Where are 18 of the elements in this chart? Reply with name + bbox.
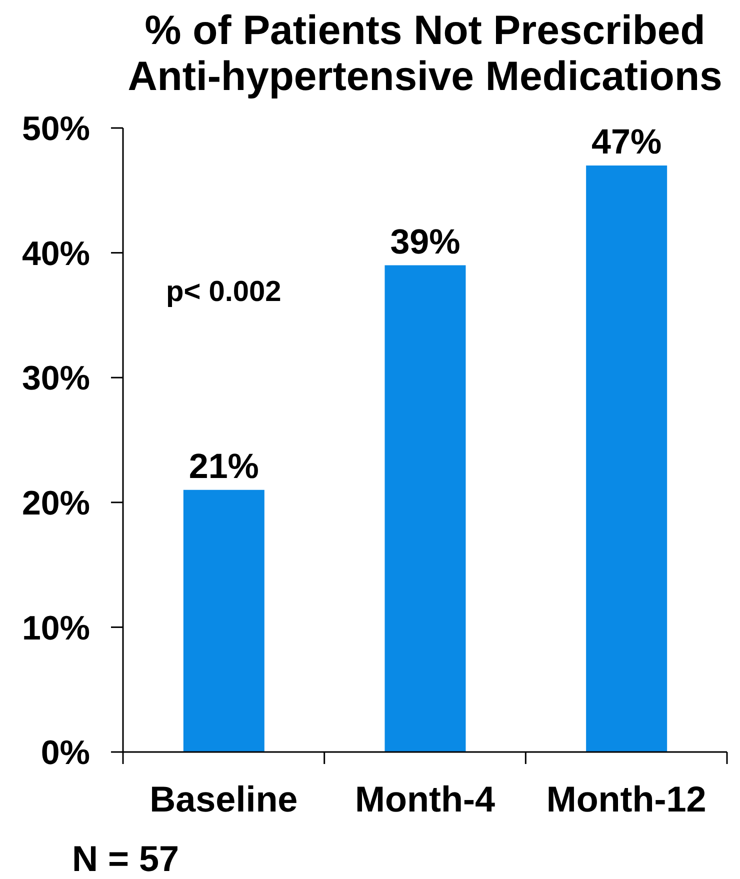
bar (384, 265, 466, 752)
y-tick-label: 40% (22, 234, 90, 273)
x-tick-label: Month-4 (355, 778, 495, 820)
annotation: p< 0.002 (166, 276, 282, 309)
data-label: 47% (592, 122, 662, 162)
data-label: 21% (188, 446, 259, 486)
data-label: 39% (390, 222, 460, 262)
bar (183, 490, 264, 752)
y-tick-label: 50% (22, 110, 90, 148)
x-tick-label: Baseline (150, 778, 298, 820)
y-tick-label: 10% (22, 609, 90, 648)
y-tick-label: 20% (22, 484, 90, 522)
chart-title: % of Patients Not Prescribed Anti-hypertensive Medications (126, 7, 724, 99)
bar (586, 165, 668, 752)
text: N = 57 (72, 838, 180, 879)
y-tick-label: 0% (40, 734, 90, 772)
x-tick-label: Month-12 (546, 778, 706, 820)
y-tick-label: 30% (22, 360, 90, 398)
